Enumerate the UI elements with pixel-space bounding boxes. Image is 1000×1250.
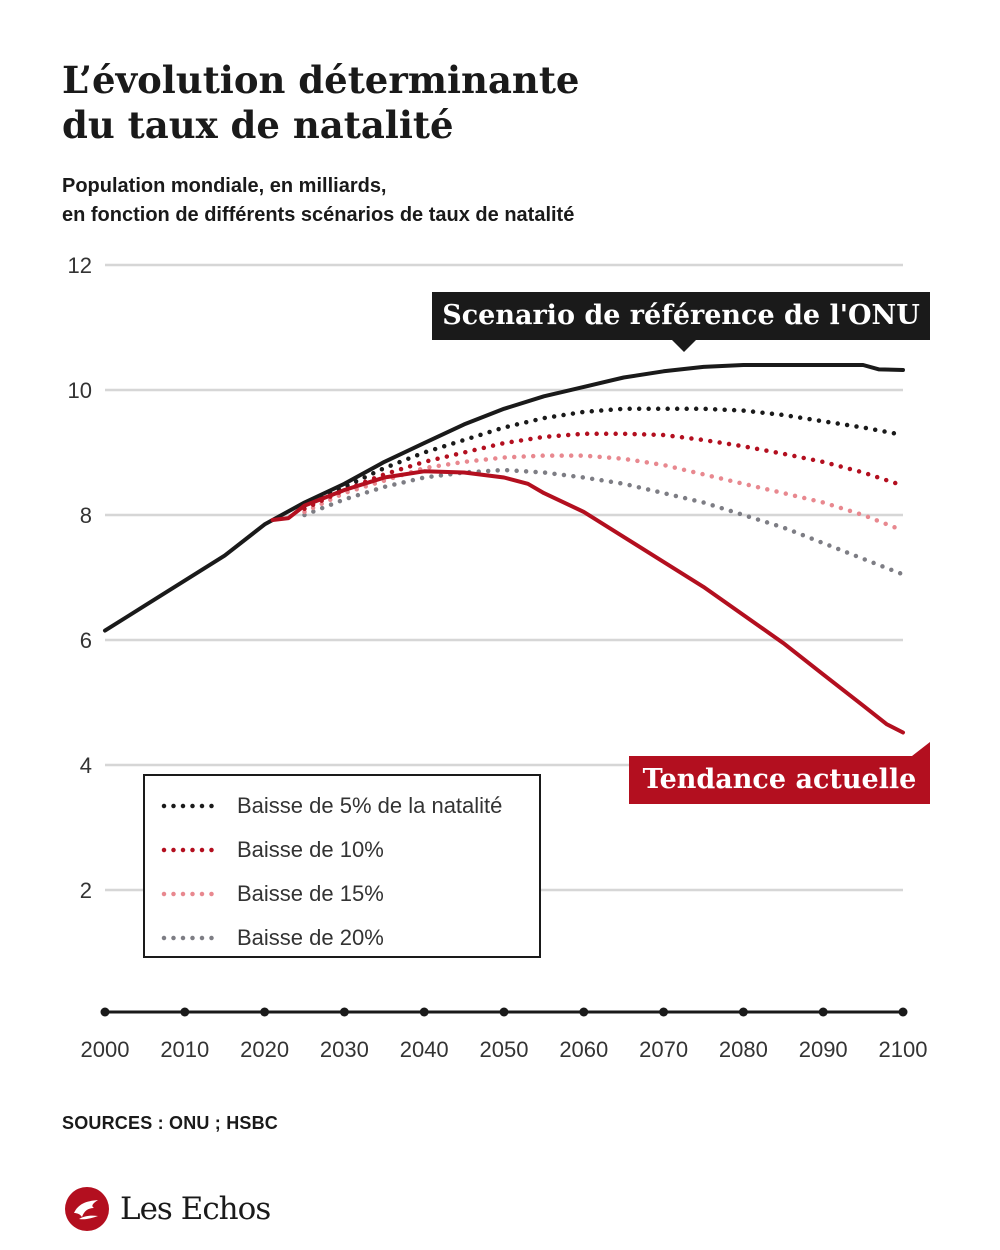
- les-echos-wordmark: Les Echos: [120, 1191, 271, 1227]
- x-tick-label: 2080: [719, 1037, 768, 1062]
- callout-current-trend: Tendance actuelle: [629, 742, 930, 804]
- legend-item: Baisse de 5% de la natalité: [161, 791, 502, 821]
- x-tick-label: 2030: [320, 1037, 369, 1062]
- x-tick-label: 2050: [480, 1037, 529, 1062]
- legend-swatch: [161, 847, 221, 853]
- x-tick-dot: [499, 1007, 509, 1017]
- legend-label: Baisse de 10%: [237, 837, 384, 862]
- x-tick-dot: [180, 1007, 190, 1017]
- x-tick-label: 2020: [240, 1037, 289, 1062]
- x-tick-dot: [579, 1007, 589, 1017]
- y-axis-ticks: 2 4 6 8 10 12: [68, 253, 92, 903]
- chart-title: L’évolution déterminante du taux de nata…: [62, 58, 942, 148]
- callout-onu-reference: Scenario de référence de l'ONU: [432, 292, 930, 352]
- x-tick-dot: [419, 1007, 429, 1017]
- series-line-scenario-2: [302, 431, 906, 512]
- y-tick-label: 8: [80, 503, 92, 528]
- chart-subtitle-line-1: Population mondiale, en milliards,: [62, 175, 387, 197]
- series-line-scenario-4: [302, 467, 906, 577]
- x-tick-dot: [659, 1007, 669, 1017]
- les-echos-emblem-icon: [65, 1187, 109, 1231]
- legend-label: Baisse de 15%: [237, 881, 384, 906]
- y-tick-label: 4: [80, 753, 92, 778]
- chart-subtitle: Population mondiale, en milliards, en fo…: [62, 172, 942, 230]
- series-line-reference: [103, 363, 905, 633]
- chart-legend: Baisse de 5% de la natalité Baisse de 10…: [143, 774, 541, 958]
- x-tick-dot: [260, 1007, 270, 1017]
- series-line-current-trend: [270, 469, 905, 735]
- chart-title-line-2: du taux de natalité: [62, 103, 454, 147]
- x-tick-label: 2010: [160, 1037, 209, 1062]
- x-tick-dot: [898, 1007, 908, 1017]
- x-tick-label: 2090: [799, 1037, 848, 1062]
- x-tick-label: 2100: [879, 1037, 928, 1062]
- sources-note: SOURCES : ONU ; HSBC: [62, 1113, 279, 1133]
- legend-item: Baisse de 20%: [161, 923, 384, 953]
- x-tick-label: 2060: [559, 1037, 608, 1062]
- legend-item: Baisse de 15%: [161, 879, 384, 909]
- les-echos-logo[interactable]: Les Echos: [64, 1186, 271, 1232]
- x-tick-dot: [100, 1007, 110, 1017]
- series-line-scenario-3: [302, 453, 906, 533]
- x-tick-label: 2040: [400, 1037, 449, 1062]
- legend-swatch: [161, 935, 221, 941]
- y-tick-label: 12: [68, 253, 92, 278]
- legend-item: Baisse de 10%: [161, 835, 384, 865]
- x-tick-dot: [339, 1007, 349, 1017]
- x-tick-label: 2070: [639, 1037, 688, 1062]
- x-tick-label: 2000: [81, 1037, 130, 1062]
- x-axis: 2000 2010 2020 2030 2040 2050 2060 2070 2080 2090…: [81, 1007, 928, 1062]
- y-tick-label: 10: [68, 378, 92, 403]
- legend-label: Baisse de 20%: [237, 925, 384, 950]
- legend-swatch: [161, 803, 221, 809]
- series-layer: [103, 363, 906, 735]
- y-tick-label: 2: [80, 878, 92, 903]
- legend-label: Baisse de 5% de la natalité: [237, 793, 503, 818]
- chart-title-line-1: L’évolution déterminante: [62, 58, 580, 102]
- x-tick-dot: [738, 1007, 748, 1017]
- x-tick-dot: [818, 1007, 828, 1017]
- legend-swatch: [161, 891, 221, 897]
- y-tick-label: 6: [80, 628, 92, 653]
- chart-subtitle-line-2: en fonction de différents scénarios de t…: [62, 204, 575, 226]
